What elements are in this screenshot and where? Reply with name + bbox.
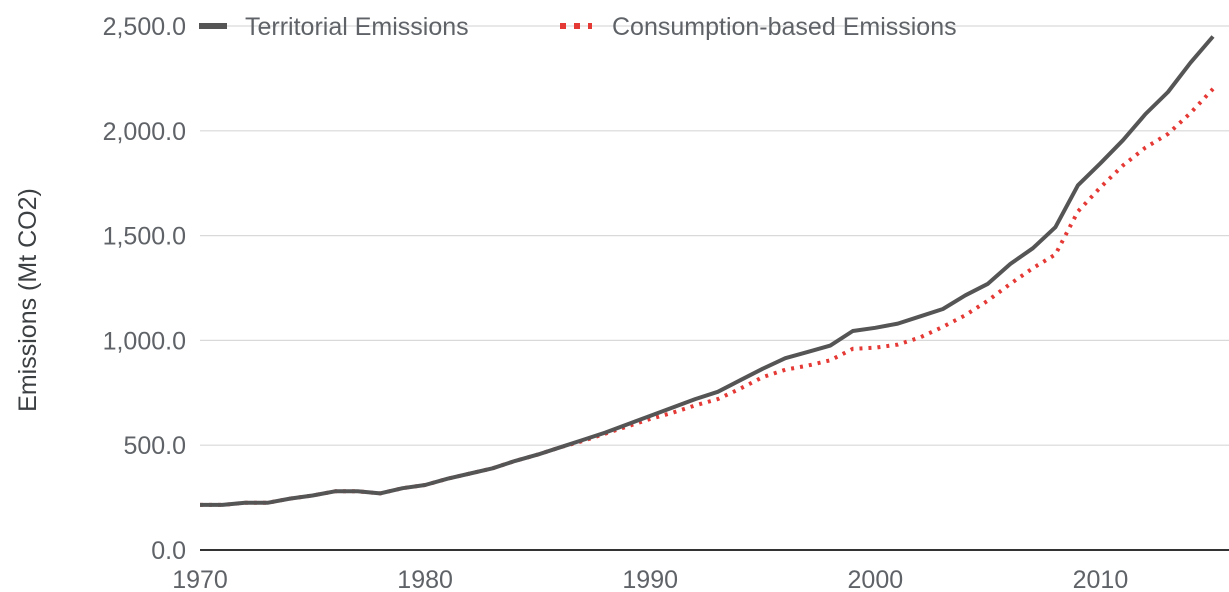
legend-label-consumption: Consumption-based Emissions [612,13,957,41]
x-tick-label: 2010 [1073,566,1129,592]
y-axis-ticks: 0.0 500.0 1,000.0 1,500.0 2,000.0 2,500.0 [103,13,186,565]
legend: Territorial Emissions Consumption-based E… [199,13,957,41]
gridlines [200,25,1229,446]
x-tick-label: 1970 [172,566,228,592]
series-lines [200,35,1215,507]
y-tick-label: 1,500.0 [103,223,186,251]
x-tick-label: 2000 [848,566,904,592]
territorial-emissions-line [200,35,1215,507]
y-tick-label: 0.0 [151,537,186,565]
x-tick-label: 1980 [397,566,453,592]
y-tick-label: 2,000.0 [103,118,186,146]
x-axis-ticks: 1970 1980 1990 2000 2010 [172,566,1128,592]
y-axis-title: Emissions (Mt CO2) [14,188,42,412]
y-tick-label: 500.0 [123,432,186,460]
y-tick-label: 1,000.0 [103,327,186,355]
legend-label-territorial: Territorial Emissions [245,13,469,41]
y-tick-label: 2,500.0 [103,13,186,41]
consumption-emissions-line [200,87,1215,507]
x-tick-label: 1990 [622,566,678,592]
